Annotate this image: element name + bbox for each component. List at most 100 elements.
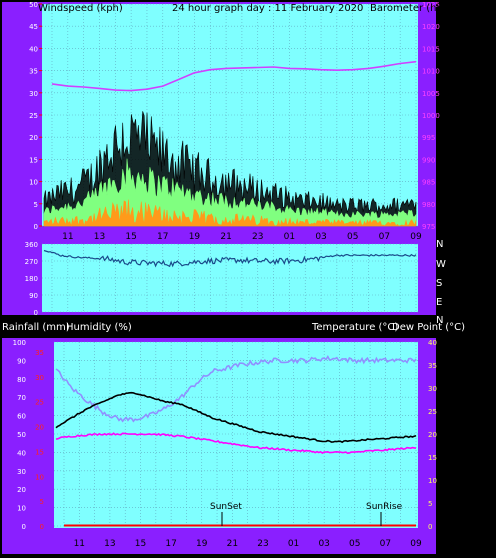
wind-x-tick-label: 11 <box>62 232 73 242</box>
graph-title: 24 hour graph day : 11 February 2020 <box>172 3 363 14</box>
humidity-y-tick-label: 20 <box>17 486 26 494</box>
temp-x-tick-label: 05 <box>349 539 360 549</box>
temp-x-tick-label: 23 <box>257 539 268 549</box>
compass-label: N <box>436 315 443 326</box>
temp-x-tick-label: 15 <box>135 539 146 549</box>
barometer-y-tick-label: 995 <box>422 134 435 142</box>
barometer-y-tick-label: 1025 <box>422 1 440 9</box>
wind-x-tick-label: 23 <box>252 232 263 242</box>
direction-y-tick-label: 270 <box>25 258 38 266</box>
wind-x-tick-label: 09 <box>410 232 422 242</box>
wind-x-tick-label: 19 <box>189 232 201 242</box>
barometer-y-tick-label: 1020 <box>422 23 440 31</box>
dew-point-series <box>55 432 417 455</box>
wind-direction-series <box>43 249 417 268</box>
chart-labels: 0510152025303540455097598098599099510001… <box>13 1 446 549</box>
wind-y-tick-label: 45 <box>29 23 38 31</box>
direction-y-tick-label: 0 <box>34 309 38 317</box>
humidity-axis-title: Humidity (%) <box>66 322 132 333</box>
wind-x-tick-label: 07 <box>379 232 390 242</box>
wind-y-tick-label: 30 <box>29 90 38 98</box>
dewpoint-axis-title: Dew Point (°C) <box>392 322 465 333</box>
wind-y-tick-label: 40 <box>29 45 38 53</box>
temperature-y-tick-label: 15 <box>428 454 437 462</box>
wind-y-tick-label: 25 <box>29 112 38 120</box>
humidity-y-tick-label: 80 <box>17 376 26 384</box>
barometer-y-tick-label: 1000 <box>422 112 440 120</box>
direction-y-tick-label: 180 <box>25 275 38 283</box>
barometer-axis-title: Barometer (hpa) <box>370 3 453 14</box>
wind-y-tick-label: 0 <box>34 223 38 231</box>
direction-y-tick-label: 360 <box>25 241 38 249</box>
sunrise-label: SunRise <box>366 502 403 512</box>
chart-marks <box>43 60 417 527</box>
rainfall-axis-title: Rainfall (mm) <box>2 322 70 333</box>
humidity-y-tick-label: 30 <box>17 468 26 476</box>
temperature-y-tick-label: 40 <box>428 339 437 347</box>
barometer-y-tick-label: 1015 <box>422 45 440 53</box>
wind-x-tick-label: 21 <box>220 232 231 242</box>
temperature-y-tick-label: 35 <box>428 362 437 370</box>
humidity-y-tick-label: 60 <box>17 413 26 421</box>
rainfall-y-tick-label: 25 <box>35 399 44 407</box>
wind-x-tick-label: 05 <box>347 232 358 242</box>
barometer-y-tick-label: 990 <box>422 156 435 164</box>
temperature-y-tick-label: 30 <box>428 385 437 393</box>
temperature-axis-title: Temperature (°C) <box>311 322 398 333</box>
compass-label: W <box>436 259 446 270</box>
wind-y-tick-label: 5 <box>34 201 38 209</box>
barometer-y-tick-label: 975 <box>422 223 435 231</box>
wind-x-tick-label: 15 <box>125 232 136 242</box>
humidity-series <box>55 354 417 423</box>
temp-x-tick-label: 09 <box>410 539 422 549</box>
temp-plot-area <box>54 342 418 528</box>
rainfall-y-tick-label: 20 <box>35 424 44 432</box>
temp-x-tick-label: 03 <box>318 539 329 549</box>
temp-x-tick-label: 07 <box>380 539 391 549</box>
temperature-y-tick-label: 0 <box>428 523 432 531</box>
wind-x-tick-label: 03 <box>315 232 326 242</box>
temp-x-tick-label: 01 <box>288 539 299 549</box>
temperature-y-tick-label: 20 <box>428 431 437 439</box>
temp-x-tick-label: 13 <box>104 539 115 549</box>
humidity-y-tick-label: 90 <box>17 357 26 365</box>
windspeed-axis-title: Windspeed (kph) <box>38 3 123 14</box>
wind-x-tick-label: 13 <box>94 232 105 242</box>
direction-plot-area <box>42 244 418 312</box>
wind-y-tick-label: 50 <box>29 1 38 9</box>
wind-x-tick-label: 17 <box>157 232 168 242</box>
humidity-y-tick-label: 40 <box>17 449 26 457</box>
barometer-y-tick-label: 1010 <box>422 68 440 76</box>
temperature-y-tick-label: 25 <box>428 408 437 416</box>
barometer-y-tick-label: 980 <box>422 201 435 209</box>
wind-low-series <box>43 199 417 228</box>
humidity-y-tick-label: 100 <box>13 339 26 347</box>
rainfall-y-tick-label: 15 <box>35 448 44 456</box>
wind-y-tick-label: 15 <box>29 156 38 164</box>
barometer-series <box>51 60 417 92</box>
temp-x-tick-label: 11 <box>74 539 85 549</box>
rainfall-y-tick-label: 30 <box>35 374 44 382</box>
temperature-y-tick-label: 10 <box>428 477 437 485</box>
barometer-y-tick-label: 1005 <box>422 90 440 98</box>
rainfall-y-tick-label: 0 <box>40 523 44 531</box>
rainfall-y-tick-label: 10 <box>35 473 44 481</box>
barometer-y-tick-label: 985 <box>422 179 435 187</box>
temp-x-tick-label: 21 <box>227 539 238 549</box>
humidity-y-tick-label: 0 <box>22 523 26 531</box>
humidity-y-tick-label: 50 <box>17 431 26 439</box>
wind-y-tick-label: 20 <box>29 134 38 142</box>
temperature-series <box>55 391 417 444</box>
rainfall-y-tick-label: 35 <box>35 349 44 357</box>
wind-x-tick-label: 01 <box>284 232 295 242</box>
humidity-y-tick-label: 70 <box>17 394 26 402</box>
wind-y-tick-label: 35 <box>29 68 38 76</box>
temperature-y-tick-label: 5 <box>428 500 432 508</box>
wind-average-series <box>43 158 417 227</box>
humidity-y-tick-label: 10 <box>17 505 26 513</box>
direction-y-tick-label: 90 <box>29 292 38 300</box>
compass-label: N <box>436 239 443 250</box>
compass-label: S <box>436 278 442 289</box>
